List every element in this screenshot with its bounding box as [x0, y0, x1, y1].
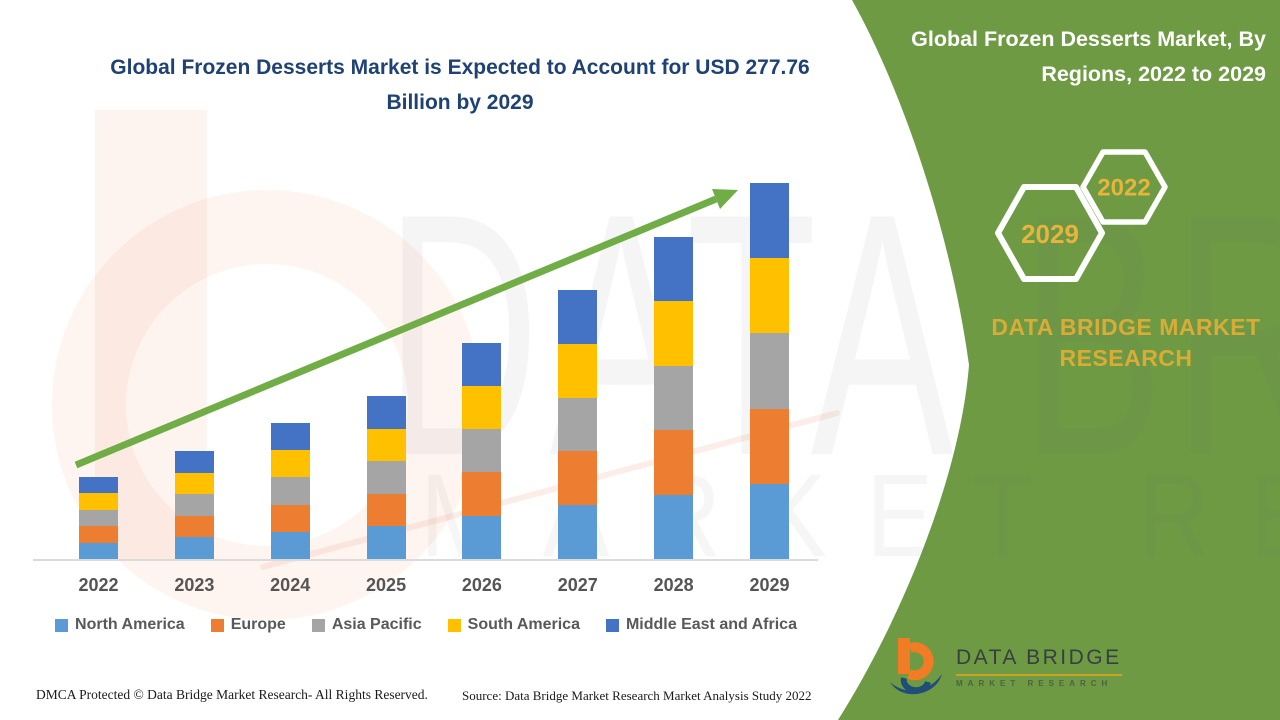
legend: North America Europe Asia Pacific South Ame…	[35, 616, 817, 634]
segment-north-america	[366, 526, 406, 559]
legend-label: South America	[467, 616, 580, 633]
segment-south-america	[366, 428, 406, 462]
bar-2023	[174, 451, 214, 559]
segment-middle-east-and-africa	[270, 423, 310, 451]
footer-dmca-text: DMCA Protected © Data Bridge Market Rese…	[36, 687, 428, 702]
brand-wordmark-line1: DATA BRIDGE MARKET	[991, 314, 1261, 340]
segment-middle-east-and-africa	[749, 183, 789, 259]
bar-2029	[749, 183, 789, 559]
panel-title-line2: Regions, 2022 to 2029	[1041, 62, 1266, 86]
chart-title-line2: Billion by 2029	[386, 91, 534, 114]
segment-europe	[79, 526, 118, 543]
x-axis-label-2022: 2022	[78, 575, 119, 595]
bar-2028	[654, 237, 694, 559]
chart-title-line1: Global Frozen Desserts Market is Expecte…	[110, 56, 810, 79]
segment-north-america	[270, 531, 310, 559]
x-axis-label-2026: 2026	[461, 575, 502, 595]
segment-asia-pacific	[174, 494, 214, 516]
green-panel-shape	[838, 0, 1280, 720]
segment-asia-pacific	[366, 461, 406, 494]
brand-wordmark: DATA BRIDGE MARKET RESEARCH	[985, 312, 1267, 374]
segment-europe	[366, 493, 406, 527]
segment-south-america	[558, 343, 598, 398]
bar-2025	[366, 396, 406, 559]
segment-asia-pacific	[462, 429, 502, 473]
bar-2022	[79, 477, 118, 559]
bar-2024	[270, 423, 310, 559]
segment-south-america	[654, 301, 694, 366]
segment-middle-east-and-africa	[462, 342, 502, 386]
logo-text-block: DATA BRIDGE MARKET RESEARCH	[956, 636, 1122, 688]
segment-middle-east-and-africa	[366, 396, 406, 429]
x-axis-label-2024: 2024	[270, 575, 311, 595]
x-axis-label-2027: 2027	[557, 575, 598, 595]
legend-swatch-icon	[311, 618, 325, 632]
bar-2027	[558, 290, 598, 559]
x-axis-label-2029: 2029	[749, 575, 790, 595]
logo-name: DATA BRIDGE	[956, 646, 1122, 669]
legend-label: Middle East and Africa	[625, 616, 797, 633]
x-axis-label-2028: 2028	[653, 575, 694, 595]
segment-south-america	[174, 472, 214, 495]
legend-swatch-icon	[605, 618, 619, 632]
brand-wordmark-line2: RESEARCH	[1059, 345, 1193, 371]
segment-europe	[462, 472, 502, 516]
panel-title-line1: Global Frozen Desserts Market, By	[911, 27, 1266, 51]
segment-north-america	[79, 542, 118, 559]
logo-b-icon	[890, 638, 942, 695]
panel-title: Global Frozen Desserts Market, By Region…	[880, 22, 1266, 92]
segment-north-america	[462, 515, 502, 559]
segment-middle-east-and-africa	[558, 290, 598, 344]
bar-2026	[462, 342, 502, 559]
segment-europe	[558, 451, 598, 506]
legend-label: Europe	[230, 616, 286, 633]
segment-south-america	[462, 385, 502, 430]
segment-middle-east-and-africa	[654, 237, 694, 302]
segment-europe	[174, 515, 214, 538]
legend-item-south-america: South America	[447, 616, 580, 634]
segment-north-america	[174, 537, 214, 559]
legend-item-north-america: North America	[55, 616, 185, 634]
segment-south-america	[270, 450, 310, 478]
segment-south-america	[79, 493, 118, 510]
logo-gold-rule	[956, 674, 1122, 676]
segment-asia-pacific	[79, 509, 118, 527]
logo-subtitle: MARKET RESEARCH	[956, 679, 1113, 688]
legend-item-middle-east-and-africa: Middle East and Africa	[605, 616, 797, 634]
legend-swatch-icon	[210, 618, 224, 632]
segment-north-america	[558, 505, 598, 559]
segment-asia-pacific	[558, 397, 598, 452]
segment-asia-pacific	[654, 365, 694, 431]
legend-item-europe: Europe	[210, 616, 286, 634]
segment-asia-pacific	[270, 477, 310, 505]
segment-north-america	[749, 483, 789, 559]
segment-europe	[654, 430, 694, 495]
segment-asia-pacific	[749, 333, 789, 409]
x-axis-label-2025: 2025	[366, 575, 407, 595]
legend-item-asia-pacific: Asia Pacific	[311, 616, 422, 634]
legend-swatch-icon	[447, 618, 461, 632]
chart-title: Global Frozen Desserts Market is Expecte…	[70, 50, 850, 120]
segment-middle-east-and-africa	[174, 451, 214, 473]
x-axis-line	[33, 559, 818, 561]
segment-europe	[270, 504, 310, 532]
legend-swatch-icon	[55, 618, 69, 632]
segment-europe	[749, 408, 789, 484]
footer-source-text: Source: Data Bridge Market Research Mark…	[462, 688, 812, 703]
segment-south-america	[749, 258, 789, 334]
segment-north-america	[654, 494, 694, 559]
x-axis-label-2023: 2023	[174, 575, 215, 595]
dbmr-logo: DATA BRIDGE MARKET RESEARCH	[888, 636, 1122, 698]
legend-label: Asia Pacific	[331, 616, 422, 633]
segment-middle-east-and-africa	[79, 477, 118, 494]
legend-label: North America	[75, 616, 185, 633]
